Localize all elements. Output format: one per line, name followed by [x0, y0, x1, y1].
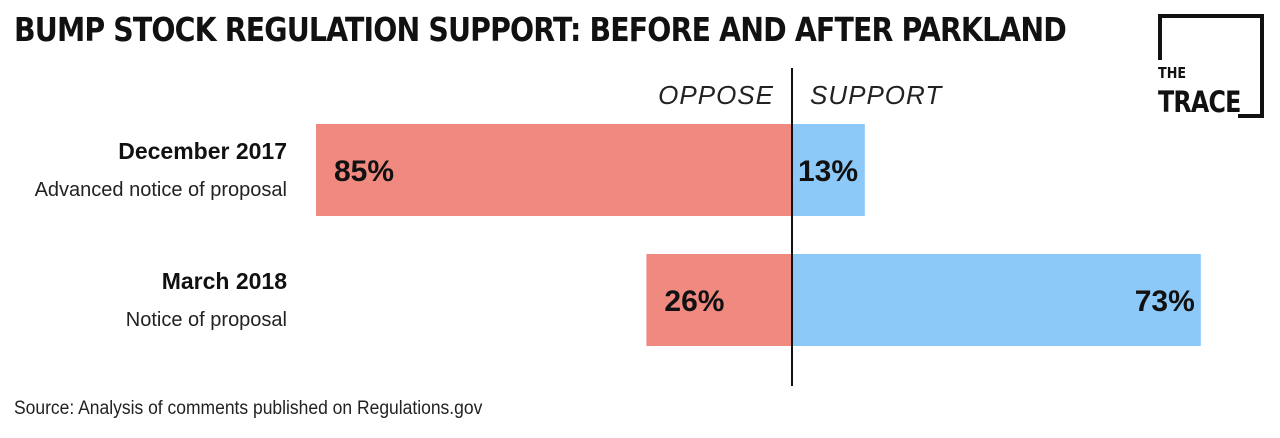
source-note: Source: Analysis of comments published o…: [14, 398, 483, 419]
data-label-oppose-0: 85%: [334, 155, 394, 188]
bar-oppose-0: [316, 124, 792, 216]
bar-oppose-1: [646, 254, 792, 346]
bar-support-0: [792, 124, 865, 216]
logo-trace-text: TRACE: [1158, 85, 1241, 119]
logo-frame-bottom: [1238, 114, 1264, 118]
category-label-1: March 2018: [162, 268, 288, 294]
chart-title: BUMP STOCK REGULATION SUPPORT: BEFORE AN…: [14, 10, 1067, 49]
column-header-support: SUPPORT: [810, 80, 943, 110]
category-sublabel-0: Advanced notice of proposal: [35, 179, 287, 201]
data-label-support-0: 13%: [798, 155, 858, 188]
bar-support-1: [792, 254, 1201, 346]
category-sublabel-1: Notice of proposal: [126, 309, 287, 331]
the-trace-logo: THE TRACE: [1158, 14, 1264, 118]
logo-the-text: THE: [1158, 64, 1187, 82]
logo-frame: [1158, 14, 1264, 118]
category-label-0: December 2017: [118, 138, 287, 164]
logo-frame-left: [1158, 14, 1162, 60]
data-label-support-1: 73%: [1135, 285, 1195, 318]
data-label-oppose-1: 26%: [664, 285, 724, 318]
column-header-oppose: OPPOSE: [658, 80, 774, 110]
